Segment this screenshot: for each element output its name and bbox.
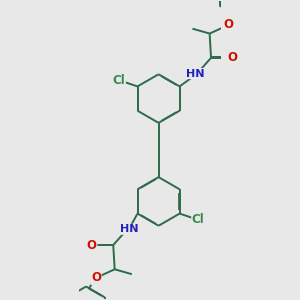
Text: O: O: [87, 238, 97, 251]
Text: O: O: [227, 51, 238, 64]
Text: HN: HN: [120, 224, 138, 234]
Text: Cl: Cl: [112, 74, 125, 87]
Text: O: O: [91, 272, 101, 284]
Text: Cl: Cl: [192, 213, 205, 226]
Text: O: O: [223, 19, 233, 32]
Text: HN: HN: [186, 69, 205, 79]
